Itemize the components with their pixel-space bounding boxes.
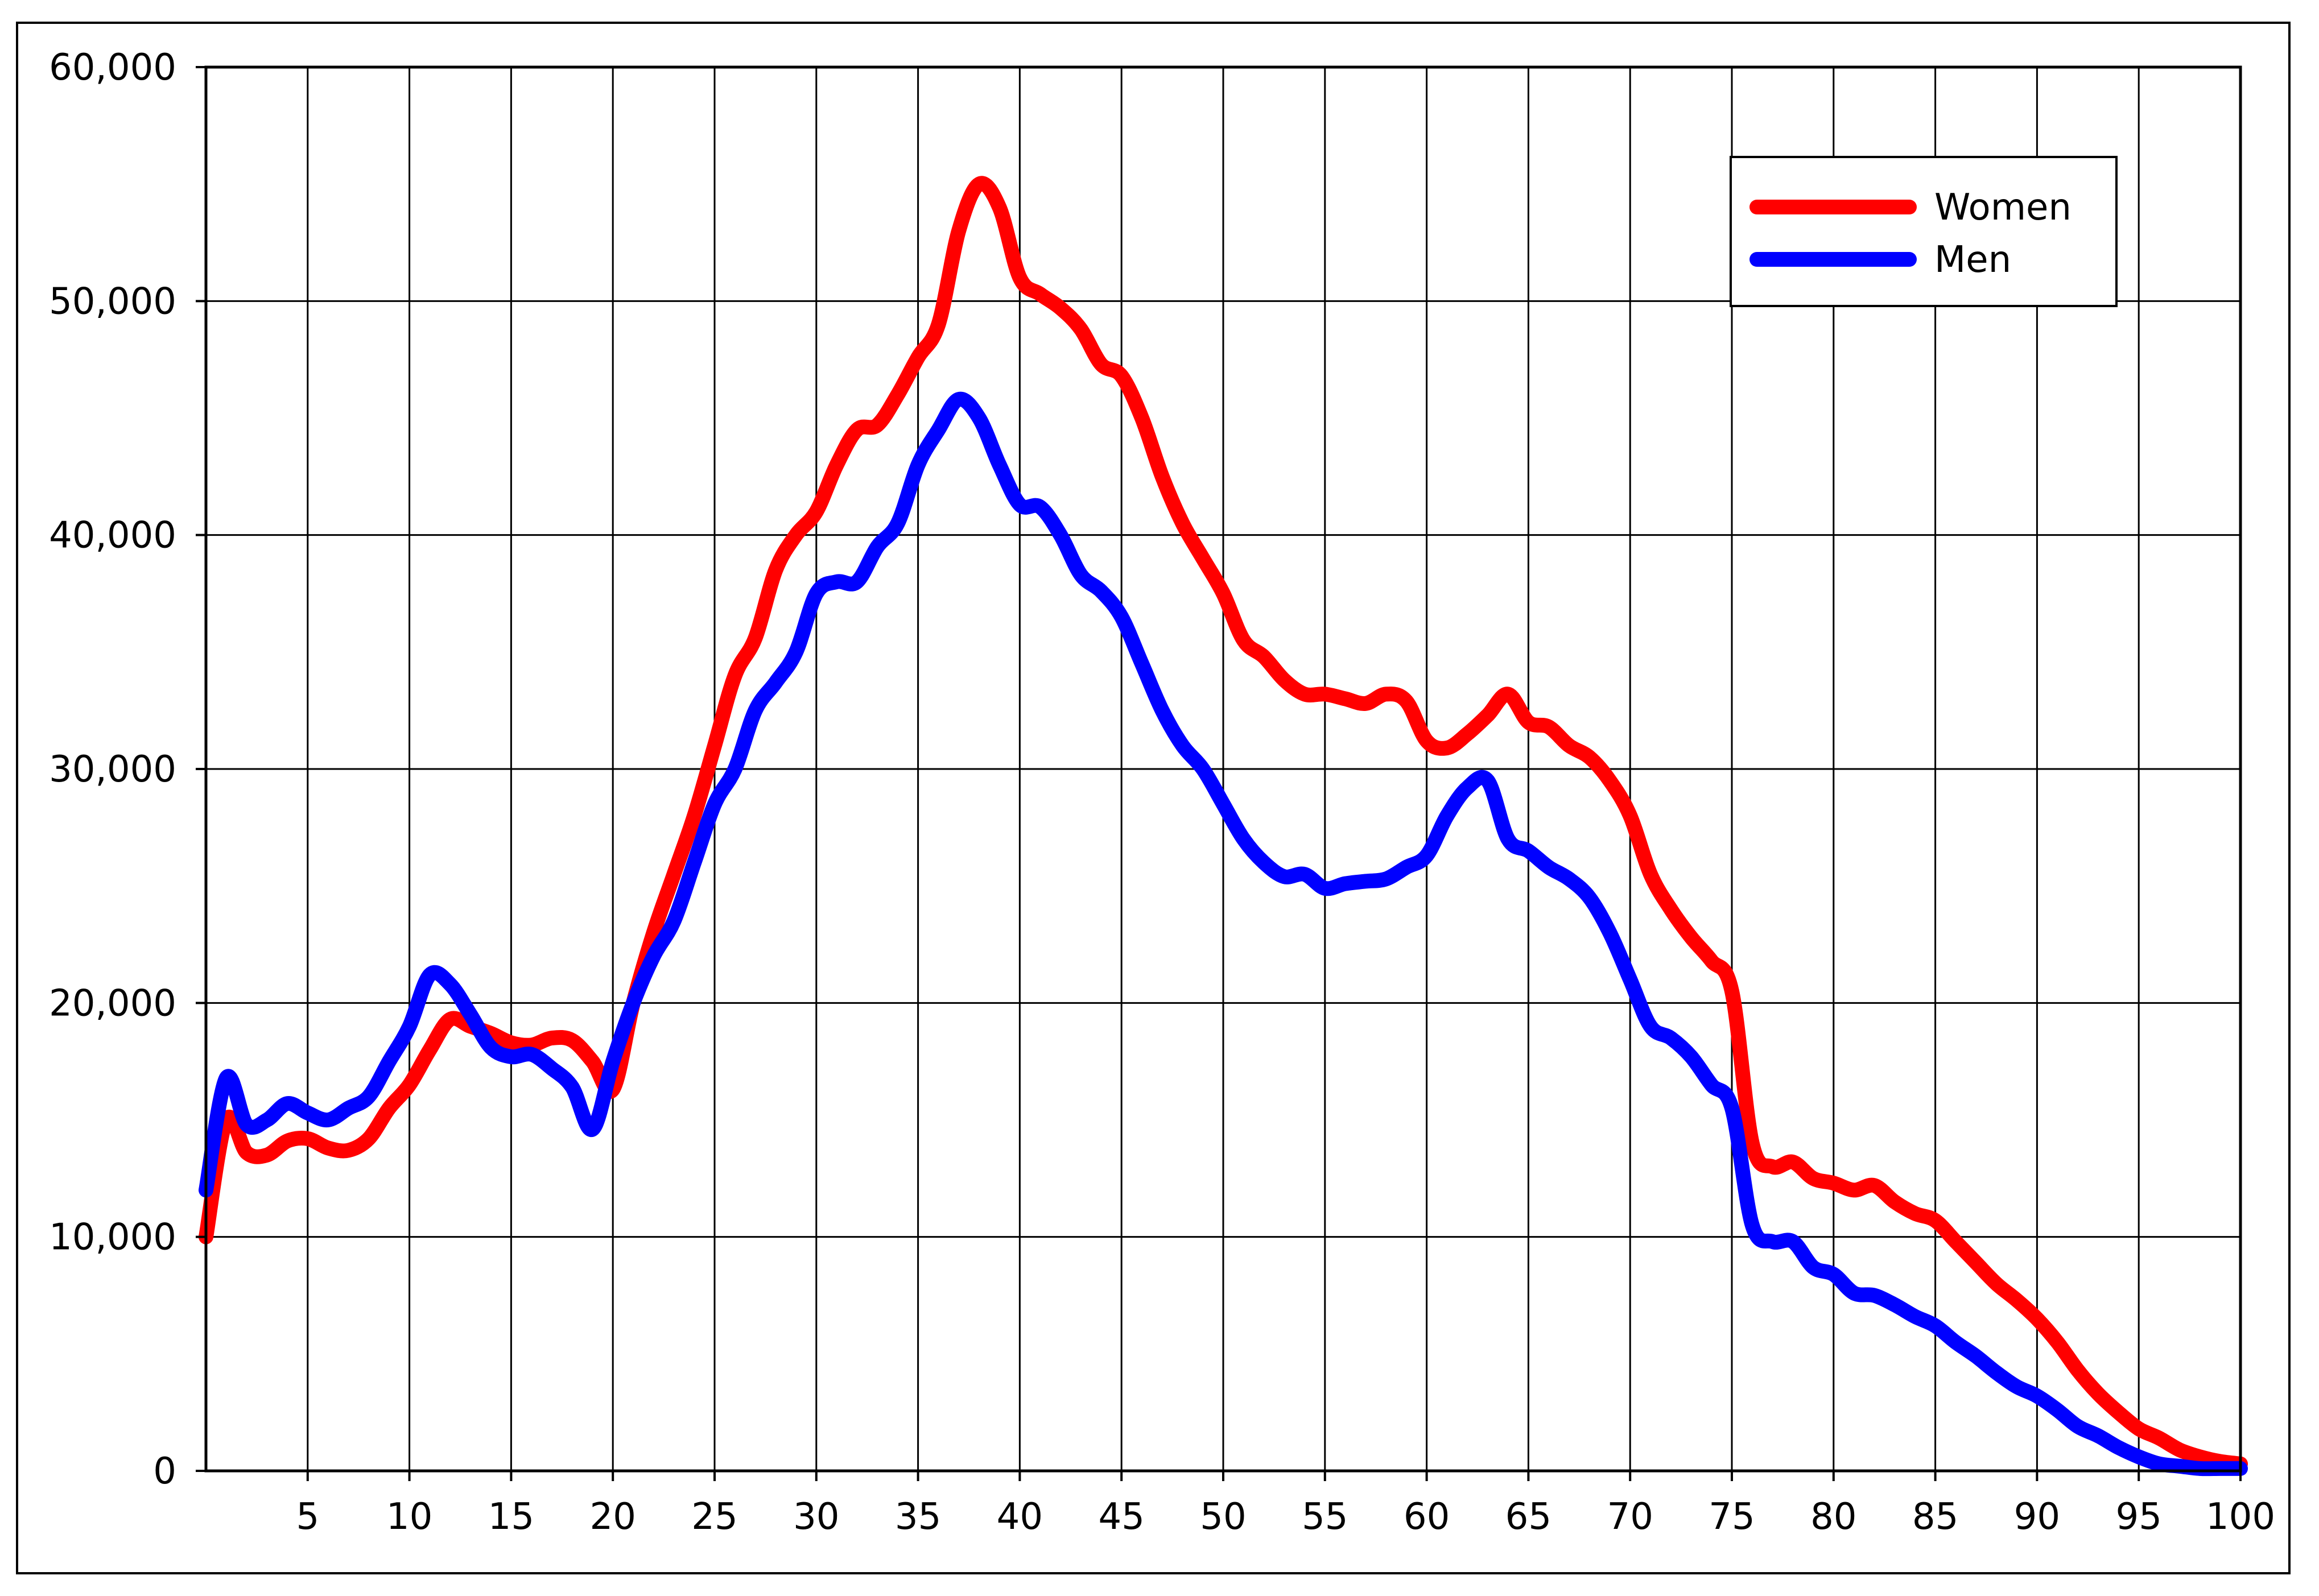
x-tick-label: 100 bbox=[2206, 1496, 2275, 1538]
x-tick-label: 20 bbox=[589, 1496, 636, 1538]
y-tick-label: 20,000 bbox=[49, 982, 176, 1024]
x-tick-label: 75 bbox=[1709, 1496, 1755, 1538]
y-tick-label: 10,000 bbox=[49, 1217, 176, 1259]
x-tick-label: 95 bbox=[2115, 1496, 2161, 1538]
x-tick-label: 85 bbox=[1912, 1496, 1958, 1538]
x-tick-label: 90 bbox=[2014, 1496, 2060, 1538]
y-tick-label: 50,000 bbox=[49, 280, 176, 322]
y-tick-label: 40,000 bbox=[49, 515, 176, 557]
y-tick-label: 60,000 bbox=[49, 47, 176, 89]
series-line-women bbox=[199, 176, 2248, 1471]
tick-labels: 5 10 15 20 25 30 35 40 45 50 55 60 65 70 75 80 85 90 95 100… bbox=[49, 47, 2275, 1538]
x-tick-label: 5 bbox=[296, 1496, 319, 1538]
x-tick-label: 25 bbox=[691, 1496, 737, 1538]
legend: Women Men bbox=[1730, 156, 2118, 307]
series-layer bbox=[199, 176, 2248, 1477]
x-tick-label: 80 bbox=[1810, 1496, 1856, 1538]
x-tick-label: 40 bbox=[997, 1496, 1043, 1538]
series-line-men bbox=[199, 391, 2248, 1477]
x-tick-label: 15 bbox=[488, 1496, 534, 1538]
x-tick-label: 70 bbox=[1607, 1496, 1653, 1538]
x-tick-label: 45 bbox=[1098, 1496, 1144, 1538]
x-tick-label: 50 bbox=[1200, 1496, 1246, 1538]
axes bbox=[196, 65, 2242, 1481]
x-tick-label: 55 bbox=[1302, 1496, 1348, 1538]
legend-label-women: Women bbox=[1934, 187, 2072, 229]
x-tick-label: 35 bbox=[895, 1496, 941, 1538]
legend-box bbox=[1730, 156, 2118, 307]
y-tick-label: 30,000 bbox=[49, 749, 176, 791]
x-tick-label: 10 bbox=[386, 1496, 432, 1538]
x-tick-label: 60 bbox=[1404, 1496, 1450, 1538]
legend-label-men: Men bbox=[1934, 239, 2011, 281]
x-tick-label: 30 bbox=[793, 1496, 839, 1538]
y-tick-label: 0 bbox=[153, 1450, 176, 1492]
x-tick-label: 65 bbox=[1505, 1496, 1551, 1538]
